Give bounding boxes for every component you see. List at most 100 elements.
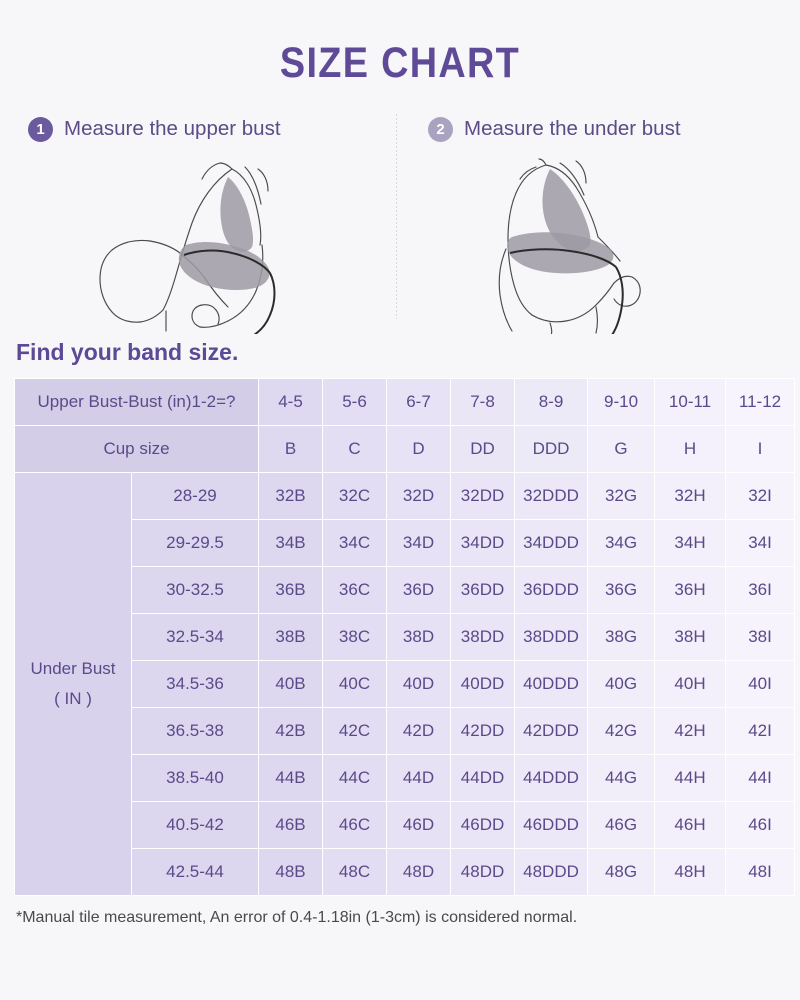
table-header-row-cup-size: Cup size B C D DD DDD G H I (15, 426, 795, 472)
cell: 38G (588, 614, 655, 660)
cell: 44DD (451, 755, 515, 801)
cell: 48G (588, 849, 655, 895)
step-1-label: Measure the upper bust (64, 117, 281, 140)
cell: 34C (323, 520, 387, 566)
section-heading: Find your band size. (16, 339, 239, 365)
cell: 48H (655, 849, 726, 895)
table-header-row-upper-bust: Upper Bust-Bust (in)1-2=? 4-5 5-6 6-7 7-… (15, 379, 795, 425)
cell: 40G (588, 661, 655, 707)
step-1-number-badge: 1 (28, 116, 53, 142)
cell: 44I (726, 755, 795, 801)
table-row: 32.5-34 38B 38C 38D 38DD 38DDD 38G 38H 3… (15, 614, 795, 660)
table-row: 30-32.5 36B 36C 36D 36DD 36DDD 36G 36H 3… (15, 567, 795, 613)
page-title: SIZE CHART (279, 39, 521, 87)
cell: 44DDD (515, 755, 588, 801)
step-1-header: 1 Measure the upper bust (0, 109, 400, 149)
cell: 34B (259, 520, 323, 566)
header-cell-upper-bust-6: 9-10 (588, 379, 655, 425)
cell: 40DD (451, 661, 515, 707)
cell: 46C (323, 802, 387, 848)
cell: 36C (323, 567, 387, 613)
size-table: Upper Bust-Bust (in)1-2=? 4-5 5-6 6-7 7-… (14, 378, 796, 896)
cell: 48DDD (515, 849, 588, 895)
cell: 36H (655, 567, 726, 613)
step-2-label: Measure the under bust (464, 117, 681, 140)
row-range: 29-29.5 (132, 520, 259, 566)
cell: 32DDD (515, 473, 588, 519)
cell: 42H (655, 708, 726, 754)
cell: 40B (259, 661, 323, 707)
table-row: 36.5-38 42B 42C 42D 42DD 42DDD 42G 42H 4… (15, 708, 795, 754)
cell: 36G (588, 567, 655, 613)
cell: 32C (323, 473, 387, 519)
row-range: 30-32.5 (132, 567, 259, 613)
header-cell-upper-bust-4: 7-8 (451, 379, 515, 425)
cell: 44D (387, 755, 451, 801)
cell: 46H (655, 802, 726, 848)
cell: 38C (323, 614, 387, 660)
cell: 48DD (451, 849, 515, 895)
cell: 48B (259, 849, 323, 895)
step-1: 1 Measure the upper bust (0, 109, 400, 339)
cell: 32H (655, 473, 726, 519)
side-label-line-2: ( IN ) (54, 689, 92, 708)
header-cell-cup-8: I (726, 426, 795, 472)
cell: 40H (655, 661, 726, 707)
table-row: 38.5-40 44B 44C 44D 44DD 44DDD 44G 44H 4… (15, 755, 795, 801)
row-range: 42.5-44 (132, 849, 259, 895)
cell: 44H (655, 755, 726, 801)
header-cell-upper-bust-8: 11-12 (726, 379, 795, 425)
header-cell-upper-bust-5: 8-9 (515, 379, 588, 425)
row-range: 32.5-34 (132, 614, 259, 660)
header-cell-cup-5: DDD (515, 426, 588, 472)
size-table-wrapper: Upper Bust-Bust (in)1-2=? 4-5 5-6 6-7 7-… (0, 378, 800, 896)
cell: 48D (387, 849, 451, 895)
table-row: Under Bust ( IN ) 28-29 32B 32C 32D 32DD… (15, 473, 795, 895)
cell: 42DD (451, 708, 515, 754)
measurement-steps: 1 Measure the upper bust (0, 109, 800, 339)
row-range: 34.5-36 (132, 661, 259, 707)
cell: 42D (387, 708, 451, 754)
step-2-header: 2 Measure the under bust (400, 109, 800, 149)
cell: 40DDD (515, 661, 588, 707)
cell: 32D (387, 473, 451, 519)
cell: 46DDD (515, 802, 588, 848)
cell: 36I (726, 567, 795, 613)
cell: 44G (588, 755, 655, 801)
row-range: 40.5-42 (132, 802, 259, 848)
cell: 48I (726, 849, 795, 895)
row-range: 38.5-40 (132, 755, 259, 801)
cell: 34D (387, 520, 451, 566)
header-cell-cup-6: G (588, 426, 655, 472)
cell: 44C (323, 755, 387, 801)
header-cell-upper-bust-7: 10-11 (655, 379, 726, 425)
cell: 32G (588, 473, 655, 519)
cell: 40C (323, 661, 387, 707)
cell: 32DD (451, 473, 515, 519)
cell: 34H (655, 520, 726, 566)
cell: 36D (387, 567, 451, 613)
row-range: 36.5-38 (132, 708, 259, 754)
cell: 36B (259, 567, 323, 613)
header-cell-cup-1: B (259, 426, 323, 472)
cell: 48C (323, 849, 387, 895)
cell: 40D (387, 661, 451, 707)
step-2-number-badge: 2 (428, 116, 453, 142)
table-row: 40.5-42 46B 46C 46D 46DD 46DDD 46G 46H 4… (15, 802, 795, 848)
cell: 42C (323, 708, 387, 754)
cell: 40I (726, 661, 795, 707)
header-cell-cup-2: C (323, 426, 387, 472)
table-row: 29-29.5 34B 34C 34D 34DD 34DDD 34G 34H 3… (15, 520, 795, 566)
cell: 36DD (451, 567, 515, 613)
header-cell-cup-3: D (387, 426, 451, 472)
cell: 46B (259, 802, 323, 848)
cell: 34DDD (515, 520, 588, 566)
cell: 46DD (451, 802, 515, 848)
header-cell-upper-bust-3: 6-7 (387, 379, 451, 425)
cell: 34G (588, 520, 655, 566)
cell: 44B (259, 755, 323, 801)
cell: 46D (387, 802, 451, 848)
cell: 46I (726, 802, 795, 848)
table-row: 34.5-36 40B 40C 40D 40DD 40DDD 40G 40H 4… (15, 661, 795, 707)
